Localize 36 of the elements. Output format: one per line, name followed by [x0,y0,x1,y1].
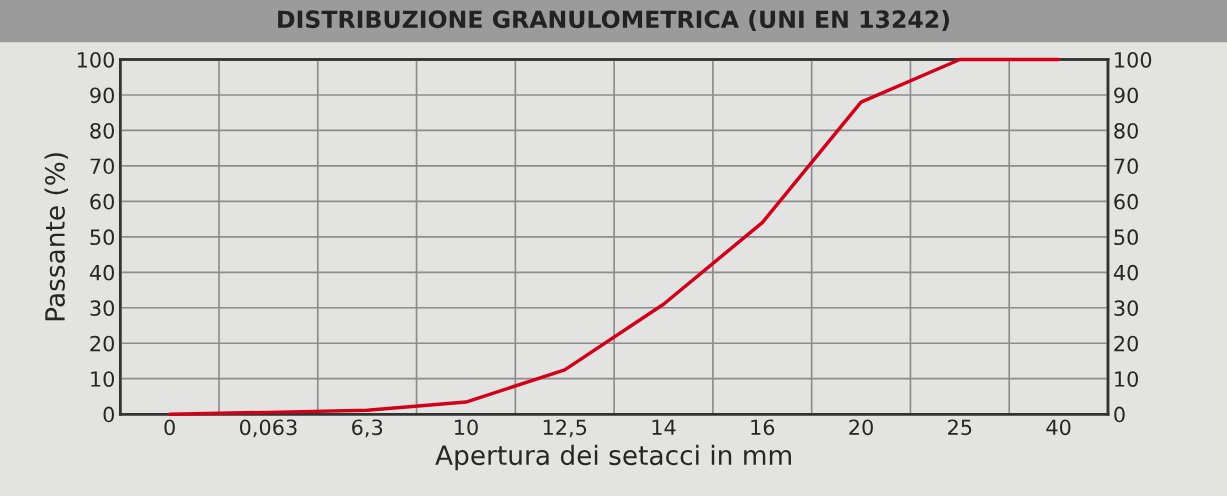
line-series [167,57,1061,416]
y-axis-title: Passante (%) [44,153,69,321]
x-axis-title: Apertura dei setacci in mm [435,444,791,471]
x-tick-label: 40 [1046,419,1071,436]
x-tick-label: 0,063 [239,419,297,438]
y-tick-label: 90 [90,87,114,104]
x-tick-label: 6,3 [352,419,383,438]
y2-tick-label: 0 [1114,406,1125,423]
y-tick-label: 100 [77,51,114,68]
x-tick-label: 16 [751,419,775,436]
y-tick-label: 0 [103,406,114,423]
x-tick-label: 20 [849,419,873,436]
y2-tick-label: 20 [1114,335,1138,352]
y-tick-label: 50 [90,229,114,246]
y2-tick-label: 30 [1114,300,1138,316]
y2-tick-label: 100 [1115,51,1152,68]
y-tick-label: 70 [90,158,114,175]
y-tick-label: 20 [90,335,114,352]
x-tick-label: 14 [652,419,676,435]
y-tick-label: 60 [90,193,114,210]
y2-tick-label: 70 [1114,158,1138,175]
y2-tick-label: 80 [1114,122,1138,139]
y-tick-label: 30 [90,300,114,316]
x-tick-label: 12,5 [543,419,587,438]
y-tick-label: 80 [90,122,114,139]
y2-tick-label: 10 [1115,371,1138,387]
y2-tick-label: 90 [1114,87,1138,104]
y-tick-label: 10 [91,371,114,387]
chart-title: DISTRIBUZIONE GRANULOMETRICA (UNI EN 13242) [278,9,949,31]
y2-tick-label: 40 [1113,264,1138,281]
x-tick-label: 10 [454,419,478,436]
y2-tick-label: 50 [1114,229,1138,246]
x-tick-label: 25 [948,419,972,436]
y2-tick-label: 60 [1114,193,1138,210]
y-tick-label: 40 [89,264,114,281]
x-tick-label: 0 [164,419,175,436]
